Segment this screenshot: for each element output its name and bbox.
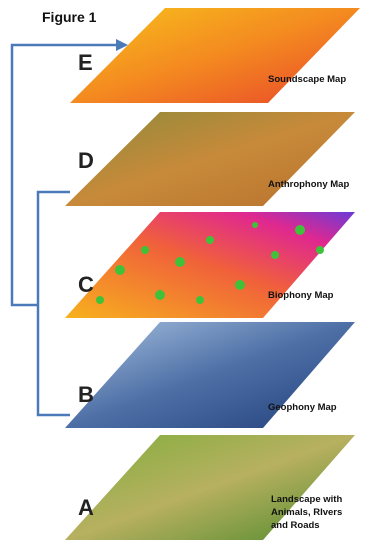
figure: Figure 1 E Soundscape Map D Anthrophony Map… xyxy=(0,0,369,542)
layer-label: and Roads xyxy=(271,520,320,531)
layer-letter: A xyxy=(78,495,94,520)
layer-letter: C xyxy=(78,272,94,297)
layer-letter: D xyxy=(78,148,94,173)
anthrophony-map xyxy=(65,112,355,206)
soundscape-map xyxy=(70,8,360,103)
layer-label: Geophony Map xyxy=(268,402,337,413)
biophony-map xyxy=(65,212,355,318)
layer-label: Anthrophony Map xyxy=(268,179,349,190)
layer-letter: B xyxy=(78,382,94,407)
layer-label: Animals, RIvers xyxy=(271,507,342,518)
layer-letter: E xyxy=(78,50,93,75)
figure-title: Figure 1 xyxy=(42,9,97,25)
layer-label: Landscape with xyxy=(271,494,342,505)
layer-label: Biophony Map xyxy=(268,290,334,301)
layer-label: Soundscape Map xyxy=(268,74,346,85)
